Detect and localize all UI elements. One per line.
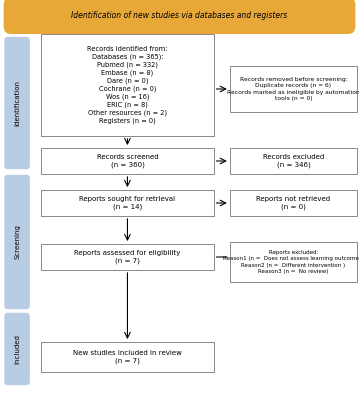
FancyBboxPatch shape	[41, 190, 214, 216]
Text: Reports excluded:
Reason1 (n =  Does not assess learning outcomes)
Reason2 (n = : Reports excluded: Reason1 (n = Does not …	[223, 250, 359, 274]
FancyBboxPatch shape	[230, 190, 357, 216]
FancyBboxPatch shape	[41, 34, 214, 136]
FancyBboxPatch shape	[41, 148, 214, 174]
Text: Records excluded
(n = 346): Records excluded (n = 346)	[263, 154, 324, 168]
FancyBboxPatch shape	[41, 342, 214, 372]
FancyBboxPatch shape	[4, 175, 30, 309]
Text: Screening: Screening	[14, 224, 20, 260]
FancyBboxPatch shape	[4, 0, 355, 34]
Text: Records identified from:
Databases (n = 365):
Pubmed (n = 332)
Embase (n = 8)
Da: Records identified from: Databases (n = …	[87, 46, 168, 124]
Text: Reports not retrieved
(n = 0): Reports not retrieved (n = 0)	[256, 196, 331, 210]
Text: Included: Included	[14, 334, 20, 364]
Text: Reports sought for retrieval
(n = 14): Reports sought for retrieval (n = 14)	[79, 196, 176, 210]
FancyBboxPatch shape	[41, 244, 214, 270]
FancyBboxPatch shape	[230, 242, 357, 282]
FancyBboxPatch shape	[230, 148, 357, 174]
Text: Records screened
(n = 360): Records screened (n = 360)	[97, 154, 158, 168]
FancyBboxPatch shape	[4, 313, 30, 385]
Text: Identification of new studies via databases and registers: Identification of new studies via databa…	[71, 11, 288, 20]
Text: Records removed before screening:
Duplicate records (n = 6)
Records marked as in: Records removed before screening: Duplic…	[227, 77, 359, 101]
FancyBboxPatch shape	[230, 66, 357, 112]
Text: Reports assessed for eligibility
(n = 7): Reports assessed for eligibility (n = 7)	[74, 250, 181, 264]
FancyBboxPatch shape	[4, 37, 30, 169]
Text: Identification: Identification	[14, 80, 20, 126]
Text: New studies included in review
(n = 7): New studies included in review (n = 7)	[73, 350, 182, 364]
